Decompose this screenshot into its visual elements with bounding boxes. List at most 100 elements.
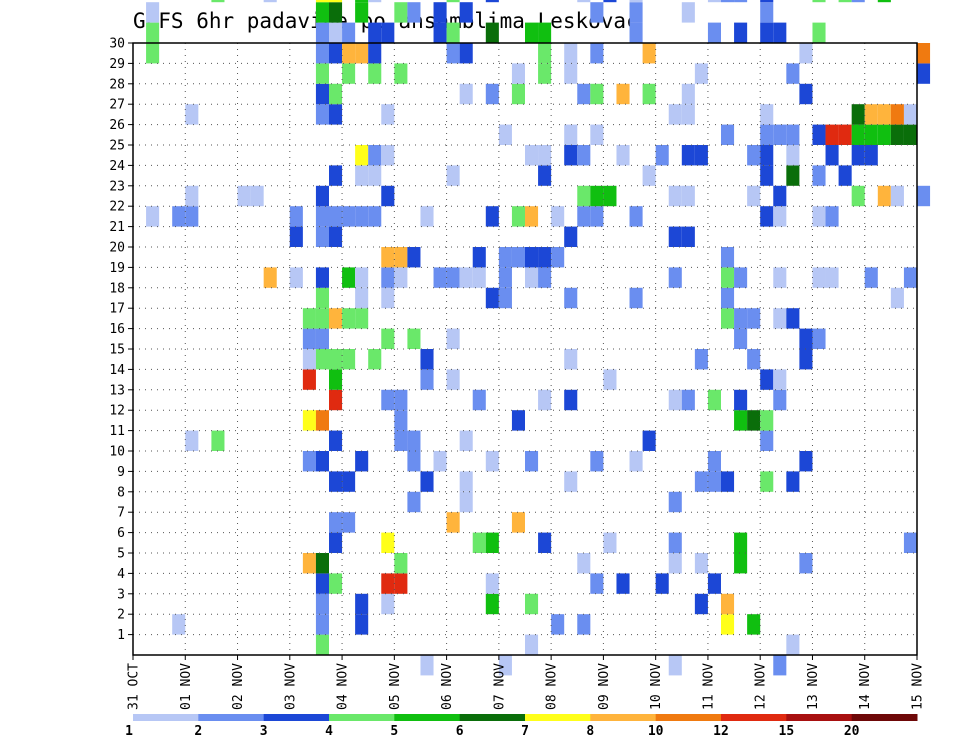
x-tick-label: 02 NOV xyxy=(231,663,246,710)
precip-cell xyxy=(590,573,604,594)
precip-cell xyxy=(329,471,343,492)
precip-cell xyxy=(773,308,787,329)
precip-cell xyxy=(551,614,565,635)
y-tick-label: 26 xyxy=(109,118,125,133)
precip-cell xyxy=(903,124,917,145)
precip-cell xyxy=(890,124,904,145)
precip-cell xyxy=(381,389,395,411)
precip-cell xyxy=(590,124,604,145)
y-tick-label: 7 xyxy=(117,506,125,521)
precip-cell xyxy=(590,2,604,23)
precip-cell xyxy=(315,22,329,43)
precip-cell xyxy=(721,593,735,615)
precip-cell xyxy=(368,0,382,3)
precip-cell xyxy=(525,593,539,615)
precip-cell xyxy=(734,389,748,411)
precip-cell xyxy=(211,0,225,3)
precip-cell xyxy=(498,124,512,145)
precip-cell xyxy=(799,553,813,574)
precip-cell xyxy=(603,532,617,553)
precip-cell xyxy=(616,145,630,166)
precip-cell xyxy=(446,165,460,186)
y-tick-label: 18 xyxy=(109,281,125,296)
plot-grid xyxy=(133,43,917,655)
precip-cell xyxy=(302,308,316,329)
precip-cell xyxy=(564,287,578,309)
precip-cell xyxy=(381,104,395,125)
x-tick-label: 10 NOV xyxy=(649,663,664,710)
y-tick-label: 15 xyxy=(109,343,125,358)
x-tick-label: 14 NOV xyxy=(858,663,873,710)
precip-cell xyxy=(681,226,695,247)
precip-cell xyxy=(681,389,695,411)
precip-cell xyxy=(459,2,473,23)
precip-cell xyxy=(498,247,512,268)
precip-cell xyxy=(394,2,408,23)
precip-cell xyxy=(381,185,395,207)
precip-cell xyxy=(668,491,682,513)
precip-cell xyxy=(394,573,408,594)
colorbar-label: 5 xyxy=(390,724,398,739)
precip-cell xyxy=(446,512,460,533)
precip-cell xyxy=(721,124,735,145)
precip-cell xyxy=(485,573,499,594)
precip-cell xyxy=(694,593,708,615)
precip-cell xyxy=(616,573,630,594)
precip-cell xyxy=(289,267,303,288)
precip-cell xyxy=(551,206,565,227)
precip-cell xyxy=(825,267,839,288)
colorbar-segment xyxy=(198,714,265,721)
precip-cell xyxy=(394,267,408,288)
precip-cell xyxy=(315,83,329,105)
x-tick-label: 07 NOV xyxy=(492,663,507,710)
precip-cell xyxy=(747,349,761,370)
precip-cell xyxy=(355,614,369,635)
precip-cell xyxy=(668,267,682,288)
precip-cell xyxy=(773,22,787,43)
precip-cell xyxy=(825,145,839,166)
precip-cell xyxy=(786,471,800,492)
precip-cell xyxy=(747,185,761,207)
precip-cell xyxy=(786,145,800,166)
colorbar-segment xyxy=(133,714,199,721)
precip-cell xyxy=(485,532,499,553)
precip-cell xyxy=(629,206,643,227)
precip-cell xyxy=(538,63,552,84)
precip-cell xyxy=(420,369,434,390)
precip-cell xyxy=(668,104,682,125)
precip-cell xyxy=(564,43,578,64)
colorbar-label: 2 xyxy=(194,724,202,739)
y-tick-label: 9 xyxy=(117,465,125,480)
precip-cell xyxy=(315,267,329,288)
precip-cell xyxy=(355,165,369,186)
precip-cell xyxy=(420,206,434,227)
precip-cell xyxy=(446,267,460,288)
precip-cell xyxy=(315,104,329,125)
precip-cell xyxy=(315,63,329,84)
precip-cell xyxy=(185,185,199,207)
precip-cell xyxy=(721,287,735,309)
precip-cell xyxy=(694,553,708,574)
precip-cell xyxy=(315,287,329,309)
precip-cell xyxy=(381,573,395,594)
y-tick-label: 30 xyxy=(109,37,125,52)
precip-cell xyxy=(721,247,735,268)
precip-cell xyxy=(263,267,277,288)
precip-cell xyxy=(329,430,343,451)
precip-cell xyxy=(329,2,343,23)
precip-cell xyxy=(329,83,343,105)
precip-cell xyxy=(917,43,931,64)
precip-cell xyxy=(407,2,421,23)
precip-cell xyxy=(525,267,539,288)
y-tick-label: 17 xyxy=(109,302,125,317)
precip-cell xyxy=(760,104,774,125)
precip-cell xyxy=(890,287,904,309)
precip-cell xyxy=(407,328,421,349)
precip-cell xyxy=(864,145,878,166)
precip-cell xyxy=(734,553,748,574)
x-tick-label: 08 NOV xyxy=(545,663,560,710)
precip-cell xyxy=(459,43,473,64)
precip-cell xyxy=(315,2,329,23)
y-tick-label: 23 xyxy=(109,179,125,194)
y-tick-label: 12 xyxy=(109,404,125,419)
